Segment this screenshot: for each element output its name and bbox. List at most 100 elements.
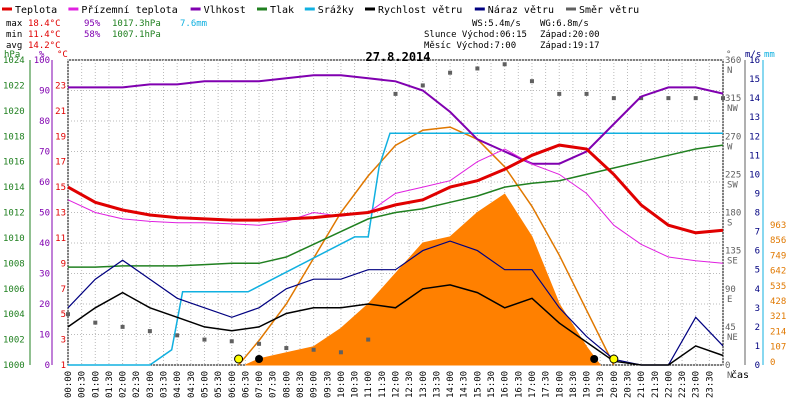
stats-max-press: 1017.3hPa: [112, 19, 161, 29]
time-tick-label: 02:00: [119, 371, 129, 398]
time-tick-label: 02:30: [132, 371, 142, 398]
ms-tick-label: 4: [755, 285, 760, 295]
ms-tick-label: 12: [749, 132, 760, 142]
time-tick-label: 18:00: [555, 371, 565, 398]
hpa-tick-label: 1006: [3, 285, 25, 295]
moonset-marker: [590, 355, 599, 363]
time-tick-label: 11:00: [364, 371, 374, 398]
legend-label: Teplota: [15, 5, 57, 16]
hpa-tick-label: 1020: [3, 107, 25, 117]
chart-title: 27.8.2014: [365, 50, 430, 64]
time-tick-label: 14:00: [446, 371, 456, 398]
ms-tick-label: 13: [749, 113, 760, 123]
pct-tick-label: 50: [39, 209, 50, 219]
wind-direction-point: [311, 347, 316, 352]
info-wg: WG:6.8m/s: [540, 19, 589, 29]
ms-tick-label: 2: [755, 323, 760, 333]
time-tick-label: 00:30: [78, 371, 88, 398]
pct-tick-label: 100: [34, 56, 50, 66]
moonrise-marker: [255, 355, 264, 363]
wind-direction-point: [721, 96, 725, 101]
ms-tick-label: 7: [755, 228, 760, 238]
dir-tick-label: 0: [725, 361, 730, 371]
stats-avg-temp: 14.2°C: [28, 41, 61, 51]
dir-tick-label: 90: [725, 285, 736, 295]
dir-tick-label: 180: [725, 209, 741, 219]
time-tick-label: 16:00: [501, 371, 511, 398]
time-tick-label: 03:30: [160, 371, 170, 398]
time-tick-label: 13:30: [432, 371, 442, 398]
time-tick-label: 20:00: [610, 371, 620, 398]
wind-direction-point: [338, 350, 343, 355]
dir-compass-label: E: [727, 295, 732, 305]
wind-direction-point: [611, 96, 616, 101]
degc-tick-label: 21: [55, 107, 66, 117]
dir-compass-label: N: [727, 371, 732, 381]
degc-tick-label: 5: [61, 310, 66, 320]
pct-tick-label: 40: [39, 239, 50, 249]
solar-tick-label: 428: [770, 297, 786, 307]
wind-direction-point: [120, 324, 125, 329]
deg-unit: °: [726, 50, 731, 60]
ms-tick-label: 1: [755, 342, 760, 352]
wind-direction-point: [229, 339, 234, 344]
solar-tick-label: 0: [770, 358, 775, 368]
wind-direction-point: [257, 341, 262, 346]
time-tick-label: 09:00: [310, 371, 320, 398]
time-tick-label: 01:00: [91, 371, 101, 398]
wind-direction-point: [529, 79, 534, 84]
stats-min-press: 1007.1hPa: [112, 30, 161, 40]
ms-tick-label: 8: [755, 209, 760, 219]
solar-theoretical-line: [238, 126, 615, 366]
hpa-tick-label: 1004: [3, 310, 25, 320]
hpa-tick-label: 1012: [3, 209, 25, 219]
ms-tick-label: 14: [749, 94, 760, 104]
wind-direction-point: [448, 70, 453, 75]
ms-tick-label: 6: [755, 247, 760, 257]
ms-tick-label: 10: [749, 170, 760, 180]
degc-tick-label: 23: [55, 81, 66, 91]
wind-direction-point: [366, 337, 371, 342]
dir-tick-label: 315: [725, 94, 741, 104]
hpa-tick-label: 1014: [3, 183, 25, 193]
time-tick-label: 10:30: [351, 371, 361, 398]
time-tick-label: 18:30: [569, 371, 579, 398]
stats-max-rain: 7.6mm: [180, 19, 207, 29]
degc-tick-label: 11: [55, 234, 66, 244]
solar-tick-label: 321: [770, 312, 786, 322]
time-tick-label: 09:30: [323, 371, 333, 398]
legend-label: Přízemní teplota: [81, 4, 177, 16]
solar-tick-label: 214: [770, 327, 786, 337]
solar-tick-label: 107: [770, 343, 786, 353]
legend-label: Náraz větru: [488, 4, 554, 16]
legend-label: Směr větru: [579, 4, 639, 16]
sunrise-marker: [234, 354, 244, 364]
wind-direction-point: [420, 83, 425, 88]
ms-tick-label: 3: [755, 304, 760, 314]
solar-tick-label: 642: [770, 267, 786, 277]
time-tick-label: 01:30: [105, 371, 115, 398]
ms-tick-label: 16: [749, 56, 760, 66]
dir-tick-label: 360: [725, 56, 741, 66]
time-tick-label: 23:30: [705, 371, 715, 398]
time-tick-label: 07:30: [269, 371, 279, 398]
info-ws: WS:5.4m/s: [472, 19, 521, 29]
wind-direction-point: [666, 96, 671, 101]
solar-tick-label: 535: [770, 282, 786, 292]
time-tick-label: 14:30: [460, 371, 470, 398]
wind-direction-point: [202, 337, 207, 342]
mm-unit: mm: [764, 50, 775, 60]
dir-compass-label: W: [727, 142, 733, 152]
hpa-tick-label: 1002: [3, 336, 25, 346]
hpa-tick-label: 1022: [3, 81, 25, 91]
wind-direction-point: [502, 62, 507, 67]
time-tick-label: 12:00: [392, 371, 402, 398]
time-tick-label: 19:00: [583, 371, 593, 398]
dir-tick-label: 225: [725, 170, 741, 180]
degc-tick-label: 13: [55, 209, 66, 219]
dir-compass-label: N: [727, 66, 732, 76]
wind-direction-point: [584, 91, 589, 96]
legend-label: Srážky: [318, 4, 354, 16]
ms-tick-label: 11: [749, 151, 760, 161]
